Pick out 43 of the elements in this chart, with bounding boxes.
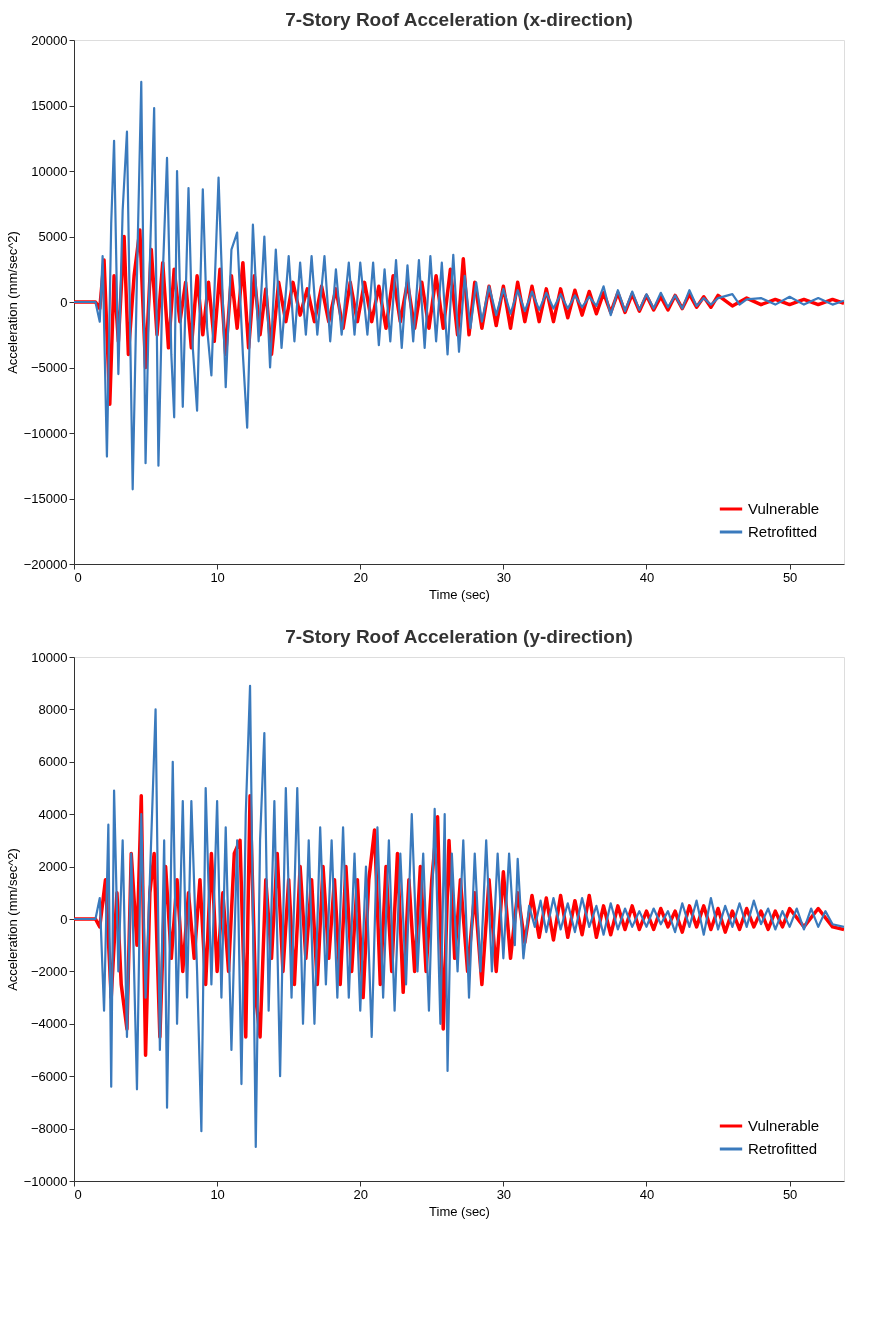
legend-label: Retrofitted <box>748 1140 818 1157</box>
y-axis-title: Acceleration (mm/sec^2) <box>4 848 20 991</box>
y-tick-label: 0 <box>60 911 68 927</box>
x-tick-label: 10 <box>210 1186 225 1202</box>
x-tick-label: 40 <box>639 569 655 585</box>
y-tick-label: −10000 <box>23 1173 68 1189</box>
x-tick-label: 30 <box>496 569 512 585</box>
y-tick-label: −15000 <box>23 491 68 506</box>
y-tick-label: 20000 <box>31 32 68 48</box>
y-tick-label: 6000 <box>38 754 68 770</box>
x-tick-label: 40 <box>639 1186 655 1202</box>
legend-label: Vulnerable <box>748 500 820 517</box>
x-tick-label: 50 <box>782 569 798 585</box>
legend-label: Retrofitted <box>748 523 818 540</box>
y-axis-title: Acceleration (mm/sec^2) <box>4 231 20 374</box>
x-axis-title: Time (sec) <box>429 586 490 602</box>
x-tick-label: 50 <box>782 1186 798 1202</box>
y-tick-label: 10000 <box>31 649 68 665</box>
x-tick-label: 30 <box>496 1186 512 1202</box>
x-tick-label: 20 <box>353 569 368 585</box>
x-tick-label: 0 <box>74 569 82 585</box>
y-tick-label: 4000 <box>38 806 68 822</box>
x-tick-label: 10 <box>210 569 225 585</box>
y-tick-label: −5000 <box>30 360 68 375</box>
legend-label: Vulnerable <box>748 1117 820 1134</box>
y-tick-label: 15000 <box>31 98 68 113</box>
line-series <box>74 80 844 491</box>
chart-title: 7-Story Roof Acceleration (y-direction) <box>285 626 633 647</box>
y-tick-label: 8000 <box>38 701 68 717</box>
y-tick-label: −4000 <box>30 1016 68 1032</box>
y-tick-label: 5000 <box>38 229 68 244</box>
y-tick-label: 0 <box>60 294 68 310</box>
x-axis-title: Time (sec) <box>429 1203 490 1219</box>
x-tick-label: 0 <box>74 1186 82 1202</box>
y-tick-label: −2000 <box>30 963 68 979</box>
y-tick-label: −8000 <box>30 1121 68 1137</box>
x-tick-label: 20 <box>353 1186 368 1202</box>
y-tick-label: −6000 <box>30 1068 68 1084</box>
y-tick-label: −20000 <box>23 556 68 572</box>
y-tick-label: −10000 <box>23 425 68 441</box>
chart-title: 7-Story Roof Acceleration (x-direction) <box>285 9 633 30</box>
y-tick-label: 10000 <box>31 163 68 179</box>
y-tick-label: 2000 <box>38 859 68 875</box>
